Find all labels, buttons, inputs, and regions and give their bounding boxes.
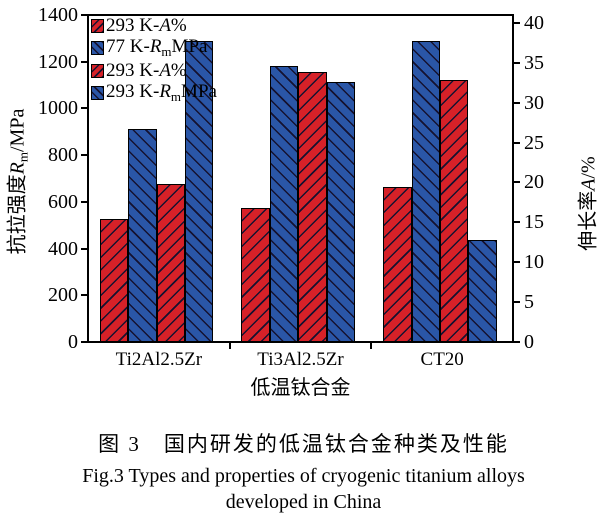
bar-CT20-blue-3	[468, 240, 497, 342]
y-axis-right-tick	[513, 21, 520, 24]
bar-chart: 抗拉强度Rm/MPa 伸长率A/% 低温钛合金 293 K-A% 77 K-RmM…	[6, 4, 600, 399]
y-axis-right-tick	[513, 181, 520, 184]
category-label: CT20	[420, 349, 464, 370]
x-axis-label: 低温钛合金	[250, 377, 351, 399]
y-axis-right-tick	[513, 341, 520, 343]
y-axis-right-tick-label: 15	[524, 211, 544, 234]
y-axis-right-tick	[513, 141, 520, 144]
bar-Ti2Al2.5Zr-red-2	[156, 184, 185, 342]
y-axis-left-tick	[81, 60, 88, 63]
y-axis-left-tick	[81, 341, 88, 343]
y-axis-left-tick-label: 1200	[38, 50, 78, 73]
y-axis-right-tick-label: 0	[524, 331, 534, 353]
y-axis-right-tick-label: 35	[524, 51, 544, 74]
y-axis-left-tick	[81, 247, 88, 250]
x-axis-tick	[228, 343, 231, 349]
y-axis-right-tick-label: 25	[524, 131, 544, 154]
category-label: Ti3Al2.5Zr	[257, 349, 344, 370]
legend-swatch-blue	[91, 41, 104, 56]
y-axis-right-tick-label: 20	[524, 171, 544, 194]
legend-swatch-blue	[91, 86, 104, 101]
legend-label: 293 K-RmMPa	[106, 81, 217, 105]
bar-Ti2Al2.5Zr-blue-1	[128, 129, 157, 342]
y-axis-right-tick-label: 30	[524, 91, 544, 114]
y-axis-left-tick-label: 200	[48, 284, 78, 307]
legend-item-0: 293 K-A%	[91, 15, 217, 37]
y-axis-right-tick	[513, 101, 520, 104]
y-axis-left-tick	[81, 107, 88, 110]
y-axis-left-tick-label: 400	[48, 237, 78, 260]
y-axis-right-tick-label: 5	[524, 291, 534, 314]
bar-Ti2Al2.5Zr-red-0	[99, 219, 129, 342]
y-axis-left-tick-label: 600	[48, 190, 78, 213]
caption-english-line2: developed in China	[225, 491, 382, 513]
y-axis-right-tick-label: 40	[524, 11, 544, 34]
y-axis-left-label: 抗拉强度Rm/MPa	[6, 108, 31, 255]
plot-frame	[87, 14, 514, 343]
legend-swatch-red	[91, 19, 104, 34]
y-axis-right-tick	[513, 61, 520, 64]
y-axis-right-tick	[513, 261, 520, 264]
bar-CT20-red-0	[383, 187, 412, 342]
legend-label: 293 K-A%	[106, 59, 187, 81]
bar-CT20-red-2	[439, 80, 469, 342]
legend-swatch-red	[91, 63, 104, 78]
bar-Ti3Al2.5Zr-red-0	[241, 208, 270, 342]
y-axis-left-tick	[81, 294, 88, 297]
legend-item-1: 77 K-RmMPa	[91, 36, 217, 60]
category-label: Ti2Al2.5Zr	[115, 349, 203, 370]
y-axis-right-tick-label: 10	[524, 251, 544, 274]
legend-label: 293 K-A%	[106, 15, 187, 37]
legend-item-2: 293 K-A%	[91, 60, 217, 82]
legend: 293 K-A% 77 K-RmMPa 293 K-A% 293 K-RmMPa	[91, 15, 217, 104]
y-axis-left-tick	[81, 200, 88, 203]
caption-chinese: 图 3 国内研发的低温钛合金种类及性能	[98, 432, 509, 456]
y-axis-right-tick	[513, 221, 520, 224]
caption-english-line1: Fig.3 Types and properties of cryogenic …	[82, 465, 525, 487]
legend-label: 77 K-RmMPa	[106, 36, 208, 60]
y-axis-left-tick	[81, 14, 88, 16]
bar-Ti3Al2.5Zr-red-2	[298, 72, 327, 342]
y-axis-right-tick	[513, 301, 520, 304]
bar-CT20-blue-1	[411, 40, 440, 342]
y-axis-left-tick-label: 0	[68, 331, 78, 353]
bar-Ti2Al2.5Zr-blue-3	[185, 40, 214, 342]
legend-item-3: 293 K-RmMPa	[91, 81, 217, 105]
y-axis-left-tick-label: 1400	[38, 4, 78, 26]
bar-Ti3Al2.5Zr-blue-1	[269, 66, 299, 342]
y-axis-left-tick	[81, 154, 88, 157]
y-axis-right-label: 伸长率A/%	[577, 156, 600, 251]
y-axis-left-tick-label: 800	[48, 144, 78, 167]
figure-caption: 图 3 国内研发的低温钛合金种类及性能 Fig.3 Types and prop…	[0, 428, 607, 513]
y-axis-left-tick-label: 1000	[38, 97, 78, 120]
x-axis-tick	[370, 343, 373, 349]
